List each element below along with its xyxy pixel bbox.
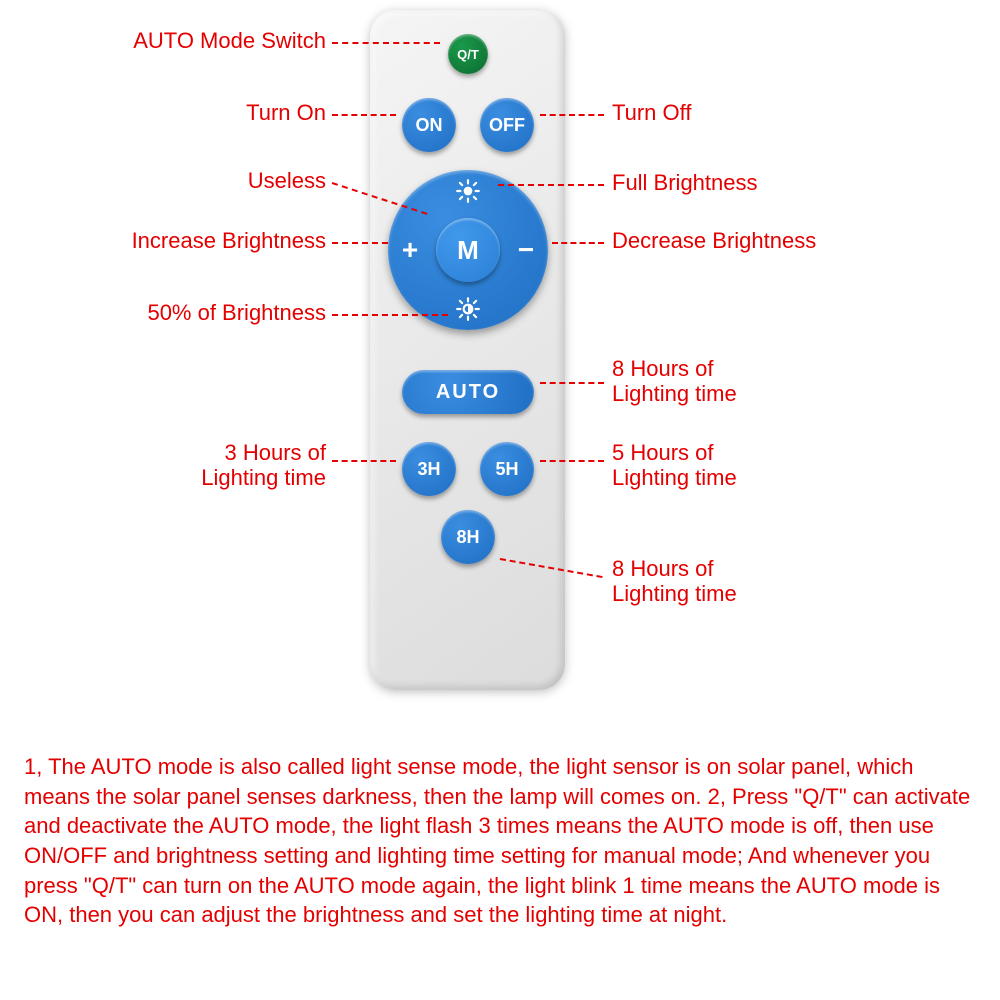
leader-dec bbox=[552, 242, 604, 244]
callout-useless: Useless bbox=[0, 168, 326, 193]
leader-5h bbox=[540, 460, 604, 462]
callout-3h: 3 Hours of Lighting time bbox=[0, 440, 326, 491]
footer-text: 1, The AUTO mode is also called light se… bbox=[24, 752, 976, 930]
brightness-minus-button[interactable]: − bbox=[512, 170, 540, 330]
qt-button[interactable]: Q/T bbox=[448, 34, 488, 74]
on-button[interactable]: ON bbox=[402, 98, 456, 152]
leader-auto8h bbox=[540, 382, 604, 384]
callout-inc-brightness: Increase Brightness bbox=[0, 228, 326, 253]
leader-full bbox=[498, 184, 604, 186]
callout-dec-brightness: Decrease Brightness bbox=[612, 228, 816, 253]
callout-half-brightness: 50% of Brightness bbox=[0, 300, 326, 325]
leader-half bbox=[332, 314, 448, 316]
off-button[interactable]: OFF bbox=[480, 98, 534, 152]
leader-turn-on bbox=[332, 114, 396, 116]
leader-auto-switch bbox=[332, 42, 440, 44]
timer-8h-button[interactable]: 8H bbox=[441, 510, 495, 564]
callout-5h: 5 Hours of Lighting time bbox=[612, 440, 737, 491]
sun-full-icon bbox=[455, 178, 481, 204]
callout-full-brightness: Full Brightness bbox=[612, 170, 758, 195]
timer-3h-button[interactable]: 3H bbox=[402, 442, 456, 496]
callout-turn-off: Turn Off bbox=[612, 100, 691, 125]
leader-3h bbox=[332, 460, 396, 462]
leader-turn-off bbox=[540, 114, 604, 116]
leader-inc bbox=[332, 242, 388, 244]
sun-half-icon bbox=[455, 296, 481, 322]
auto-button[interactable]: AUTO bbox=[402, 370, 534, 414]
dpad-ring: + − M bbox=[388, 170, 548, 330]
callout-8h: 8 Hours of Lighting time bbox=[612, 556, 737, 607]
remote-body: Q/T ON OFF bbox=[370, 10, 565, 690]
m-button[interactable]: M bbox=[436, 218, 500, 282]
callout-auto-switch: AUTO Mode Switch bbox=[0, 28, 326, 53]
timer-5h-button[interactable]: 5H bbox=[480, 442, 534, 496]
brightness-plus-button[interactable]: + bbox=[396, 170, 424, 330]
callout-auto-8h: 8 Hours of Lighting time bbox=[612, 356, 737, 407]
callout-turn-on: Turn On bbox=[0, 100, 326, 125]
